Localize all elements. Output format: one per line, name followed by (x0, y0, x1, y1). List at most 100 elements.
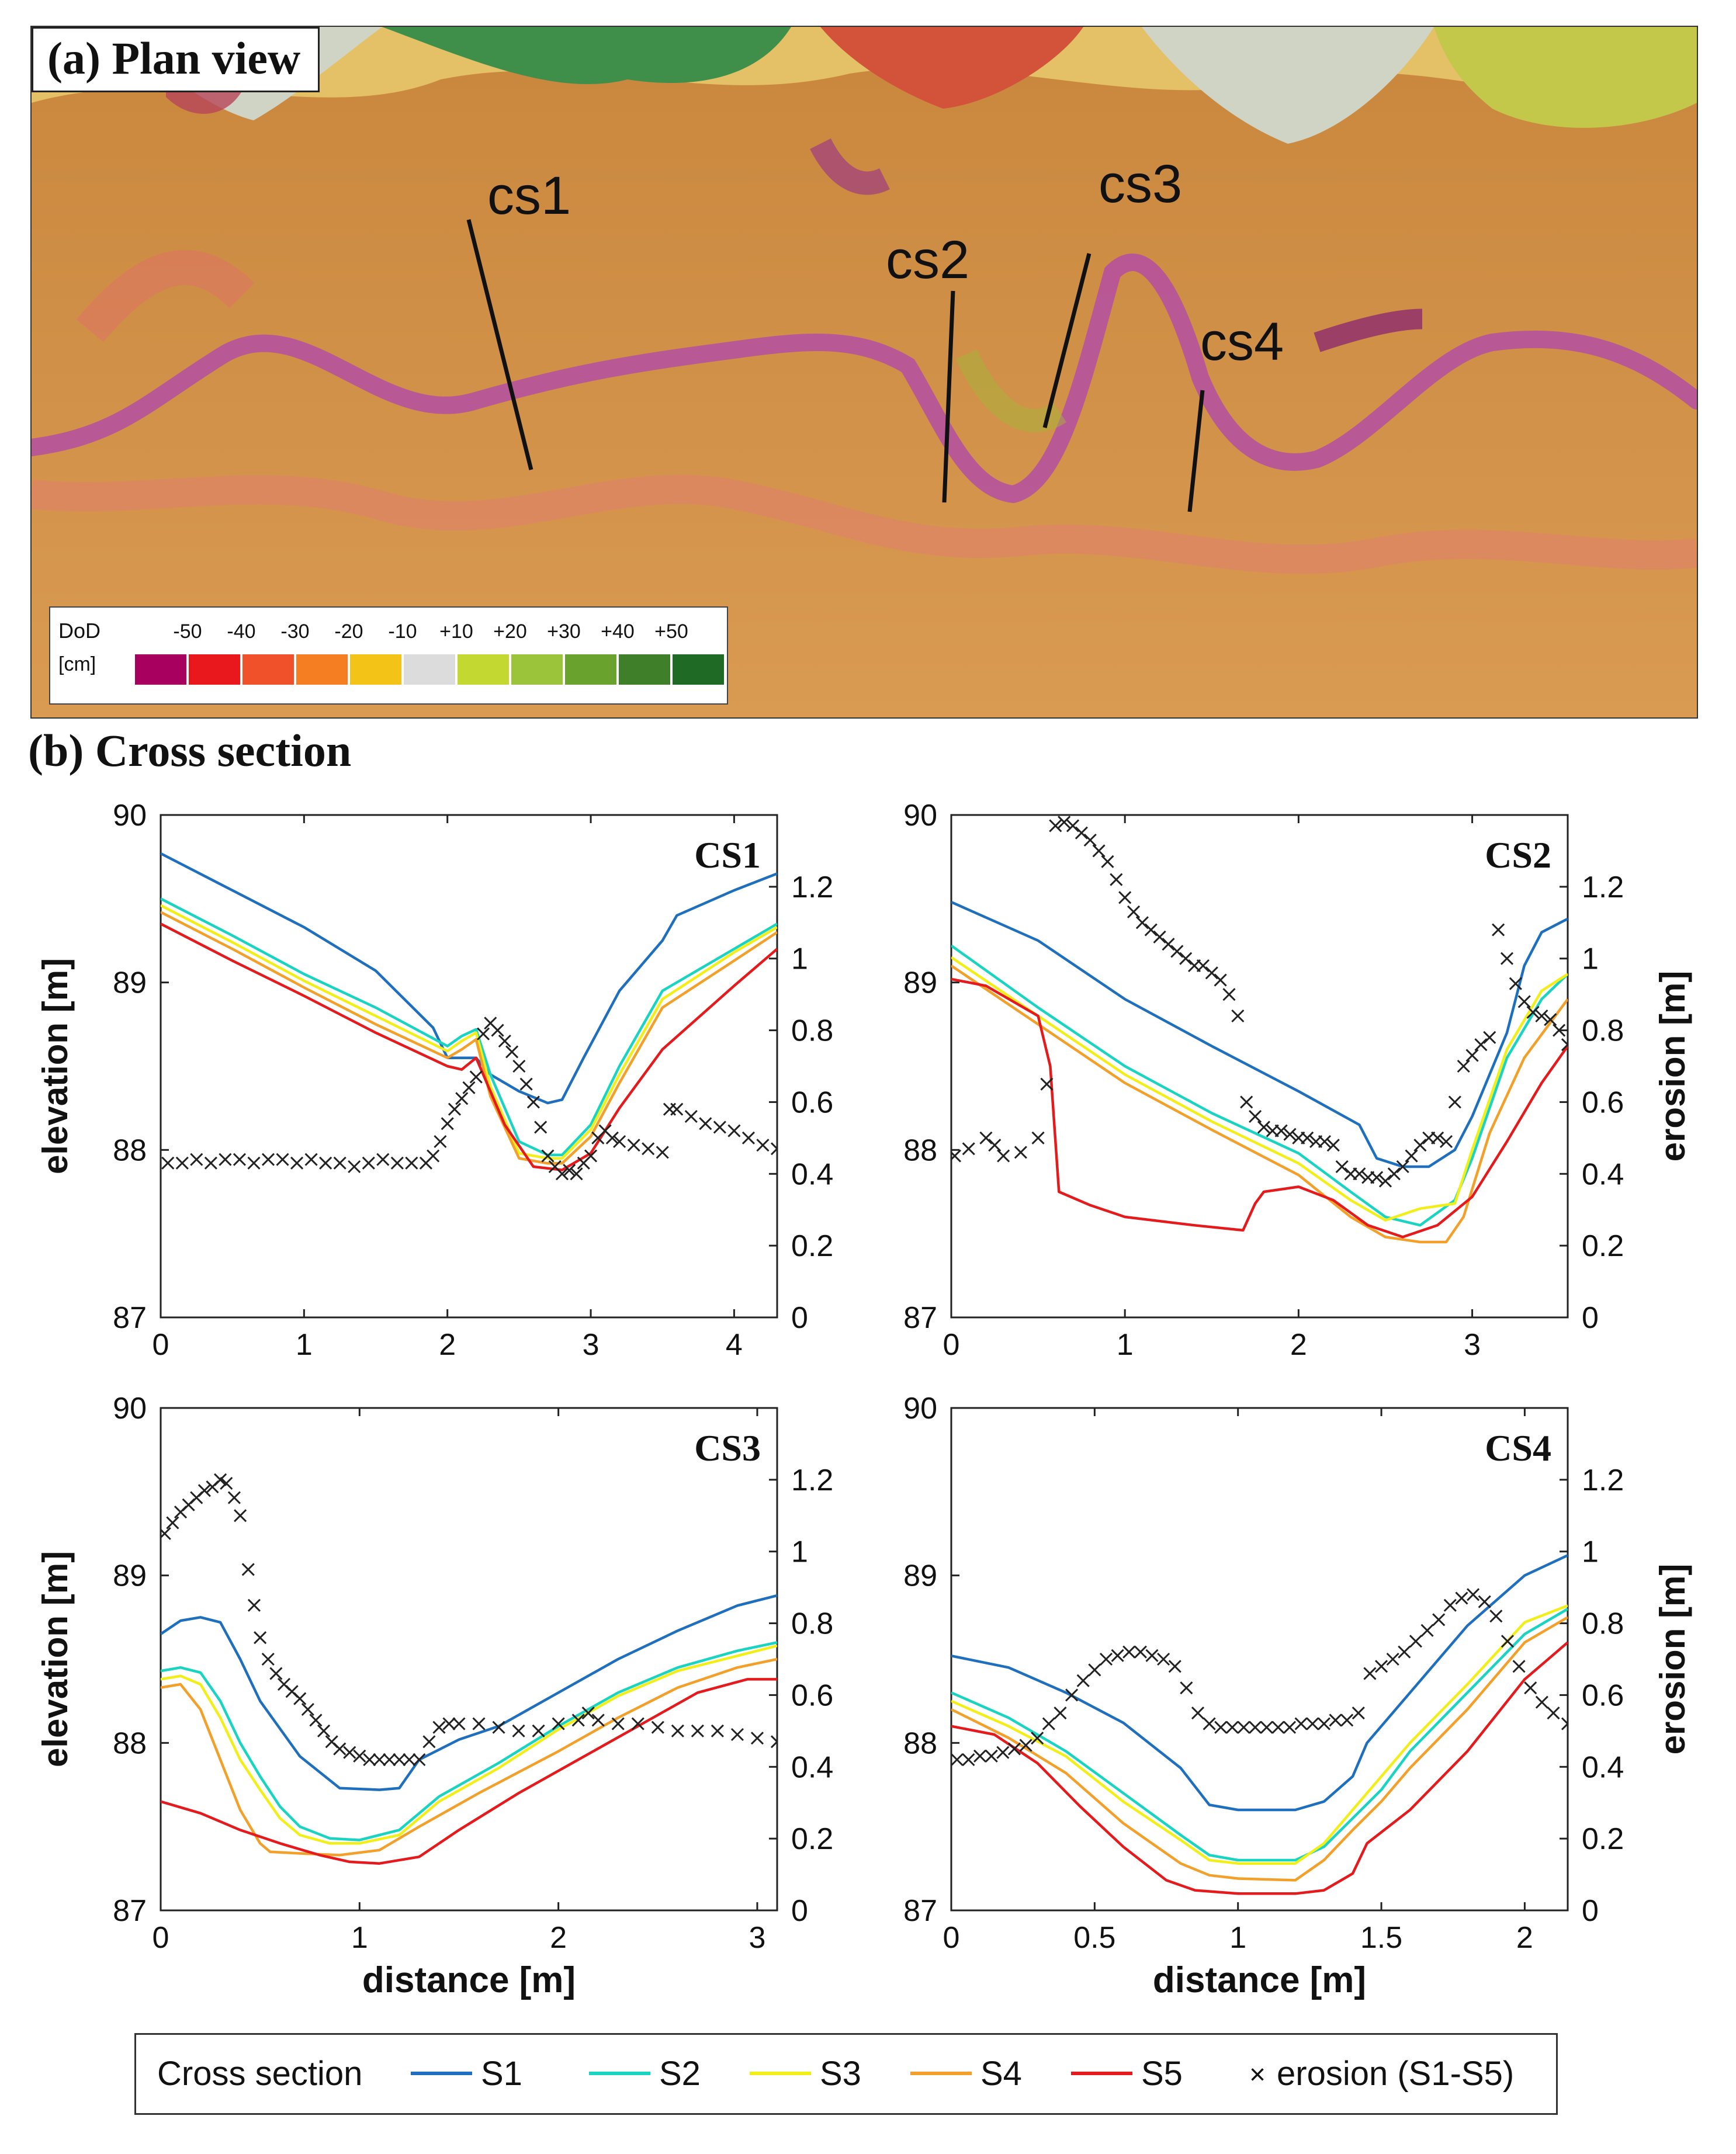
erosion-point (951, 1753, 964, 1767)
series-s5-line (161, 922, 777, 1171)
y2-axis-label: erosion [m] (1653, 971, 1692, 1162)
erosion-point (348, 1160, 361, 1174)
erosion-point (175, 1156, 189, 1170)
erosion-point (1225, 1721, 1239, 1734)
y2-tick-label: 0.4 (1582, 1750, 1624, 1784)
erosion-point (627, 1139, 640, 1152)
x-tick-label: 1.5 (1360, 1921, 1402, 1955)
dod-swatch (619, 654, 670, 685)
dod-swatch (135, 654, 186, 685)
dod-swatch (458, 654, 509, 685)
erosion-point (1526, 1005, 1540, 1019)
chart-title: CS3 (694, 1427, 761, 1469)
erosion-point (472, 1717, 486, 1730)
erosion-point (642, 1142, 655, 1156)
erosion-point (220, 1476, 233, 1490)
erosion-point (166, 1516, 179, 1529)
dod-legend-ticks: -50 -40 -30 -20 -10 +10 +20 +30 +40 +50 (173, 620, 688, 643)
cs1-line (466, 219, 533, 470)
chart-title: CS2 (1485, 834, 1551, 876)
y2-tick-label: 1 (1582, 942, 1599, 976)
erosion-point (1561, 1717, 1568, 1730)
erosion-point (1439, 1135, 1453, 1149)
erosion-point (1274, 1124, 1288, 1137)
erosion-point (563, 1164, 576, 1177)
y2-tick-label: 0.6 (791, 1678, 833, 1712)
erosion-point (1432, 1613, 1446, 1626)
x-tick-label: 1 (1229, 1921, 1246, 1955)
erosion-point (552, 1717, 565, 1730)
plot-frame (950, 1407, 1569, 1912)
erosion-point (427, 1149, 440, 1163)
erosion-point (532, 1724, 545, 1737)
erosion-point (1509, 977, 1522, 990)
erosion-point (997, 1149, 1010, 1163)
erosion-point (1075, 826, 1088, 840)
erosion-point (985, 1749, 998, 1763)
erosion-point (1301, 1131, 1314, 1144)
erosion-point (534, 1121, 548, 1134)
y2-tick-label: 0.2 (1582, 1822, 1624, 1856)
erosion-point (261, 1652, 275, 1666)
erosion-point (1317, 1717, 1330, 1730)
series-s4-line (161, 911, 777, 1165)
erosion-point (1500, 952, 1514, 965)
erosion-point (333, 1742, 346, 1756)
dod-legend-graphic: DoD [cm] -50 -40 -30 -20 -10 +10 +20 +30 +40 +50 (58, 619, 724, 685)
erosion-point (1153, 930, 1166, 944)
erosion-point (309, 1714, 323, 1727)
erosion-point (317, 1724, 331, 1737)
erosion-point (390, 1156, 404, 1170)
erosion-point (555, 1167, 569, 1181)
legend-s5-label: S5 (1141, 2055, 1183, 2093)
y-tick-label: 90 (113, 1392, 147, 1425)
y-tick-label: 88 (113, 1726, 147, 1760)
plot-frame (160, 814, 778, 1319)
x-tick-label: 1 (296, 1328, 313, 1362)
erosion-point (1110, 873, 1123, 886)
y2-tick-label: 1 (1582, 1535, 1599, 1569)
erosion-point (1257, 1121, 1270, 1134)
erosion-point (581, 1706, 595, 1720)
y-tick-label: 87 (113, 1301, 147, 1335)
erosion-point (1088, 1663, 1101, 1677)
y-tick-label: 87 (903, 1894, 937, 1928)
erosion-point (455, 1092, 469, 1105)
erosion-point (1031, 1131, 1045, 1144)
erosion-point (441, 1117, 454, 1130)
y2-tick-label: 0.2 (791, 1229, 833, 1263)
erosion-point (1517, 995, 1531, 1008)
y-tick-label: 89 (113, 1559, 147, 1593)
erosion-point (571, 1714, 585, 1727)
erosion-point (570, 1167, 583, 1181)
dod-tick-label: +20 (493, 620, 527, 643)
series-s4-line (951, 1616, 1568, 1882)
erosion-point (1474, 1038, 1488, 1052)
chart-cs2: 0 1 2 3 87 88 89 90 0 0.2 0.4 0.6 0.8 1 1.2 CS2 erosion … (903, 799, 1692, 1362)
erosion-point (1387, 1167, 1401, 1181)
dod-swatch (404, 654, 455, 685)
chart-cs4: 0 0.5 1 1.5 2 87 88 89 90 0 0.2 0.4 0.6 0.8 1 1.2 CS4 ero… (903, 1392, 1692, 2000)
erosion-point (1483, 1031, 1496, 1044)
erosion-point (1031, 1732, 1044, 1745)
erosion-point (1054, 1706, 1067, 1720)
dod-legend-label: DoD (58, 619, 101, 643)
erosion-point (233, 1153, 247, 1166)
erosion-point (492, 1721, 505, 1734)
dod-swatch (565, 654, 616, 685)
erosion-point (1448, 1095, 1461, 1109)
erosion-point (197, 1484, 211, 1497)
erosion-point (1145, 1649, 1159, 1662)
cs3-line (1042, 253, 1092, 428)
y-tick-label: 90 (903, 1392, 937, 1425)
erosion-point (526, 1095, 540, 1109)
legend-s2-label: S2 (659, 2055, 701, 2093)
erosion-point (1535, 1695, 1548, 1709)
erosion-point (247, 1156, 261, 1170)
erosion-point (756, 1139, 770, 1152)
erosion-point (951, 1149, 962, 1163)
series-s2-line (161, 897, 777, 1157)
erosion-point (770, 1735, 777, 1749)
erosion-point (1294, 1717, 1308, 1730)
series-s1-line (951, 1554, 1568, 1812)
